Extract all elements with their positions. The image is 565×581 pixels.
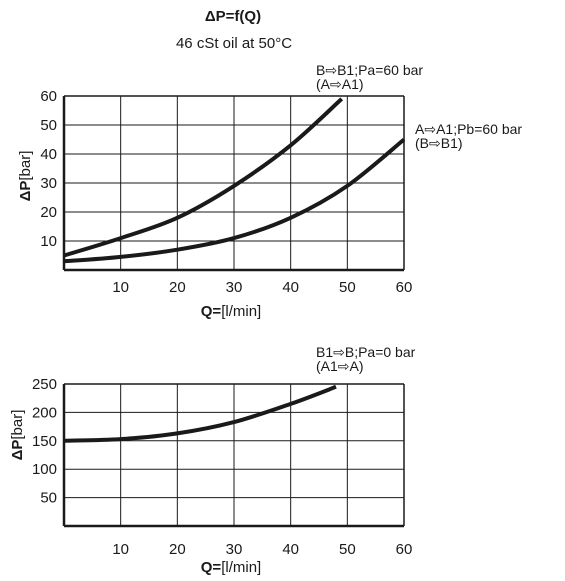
y-tick-label: 10	[40, 233, 57, 250]
chart1-series-1-label-line2: (A⇨A1)	[316, 76, 364, 92]
x-tick-label: 20	[169, 541, 186, 558]
x-tick-label: 60	[396, 279, 413, 296]
chart1-axes	[62, 95, 405, 272]
chart2-axes	[62, 383, 405, 528]
chart2-series-1-label-line1: B1⇨B;Pa=0 bar	[316, 344, 416, 360]
x-tick-label: 40	[282, 279, 299, 296]
x-tick-label: 10	[112, 279, 129, 296]
pressure-drop-chart-1: 10 20 30 40 50 60 10 20 30 40 50 60 Q=[l/min] ΔP[b…	[17, 62, 522, 320]
chart1-y-axis-label: ΔP[bar]	[17, 151, 34, 202]
y-tick-label: 250	[32, 376, 57, 393]
y-tick-label: 30	[40, 175, 57, 192]
chart1-series-2-label-line1: A⇨A1;Pb=60 bar	[415, 121, 522, 137]
y-tick-label: 60	[40, 88, 57, 105]
x-tick-label: 60	[396, 541, 413, 558]
y-tick-label: 40	[40, 146, 57, 163]
chart-subtitle: 46 cSt oil at 50°C	[176, 35, 292, 52]
chart2-series-1-label-line2: (A1⇨A)	[316, 358, 364, 374]
chart1-series	[63, 97, 406, 264]
y-tick-label: 200	[32, 404, 57, 421]
chart2-grid	[64, 384, 404, 526]
x-tick-label: 40	[282, 541, 299, 558]
chart2-series	[63, 384, 337, 443]
series-line-1	[63, 384, 337, 443]
chart1-x-ticks: 10 20 30 40 50 60	[112, 279, 412, 296]
chart2-x-axis-label: Q=[l/min]	[201, 559, 261, 576]
pressure-drop-chart-2: 50 100 150 200 250 10 20 30 40 50 60 Q=[l/min] ΔP…	[9, 344, 416, 576]
chart2-x-ticks: 10 20 30 40 50 60	[112, 541, 412, 558]
x-tick-label: 50	[339, 541, 356, 558]
chart2-y-axis-label: ΔP[bar]	[9, 410, 26, 461]
y-tick-label: 20	[40, 204, 57, 221]
y-tick-label: 50	[40, 490, 57, 507]
x-tick-label: 30	[226, 279, 243, 296]
chart-title: ΔP=f(Q)	[205, 8, 261, 25]
x-tick-label: 30	[226, 541, 243, 558]
y-tick-label: 100	[32, 461, 57, 478]
chart2-y-ticks: 50 100 150 200 250	[32, 376, 57, 507]
x-tick-label: 50	[339, 279, 356, 296]
series-line-1	[63, 97, 344, 258]
series-line-2	[63, 137, 406, 264]
chart1-series-2-label-line2: (B⇨B1)	[415, 135, 463, 151]
y-tick-label: 150	[32, 433, 57, 450]
chart1-series-1-label-line1: B⇨B1;Pa=60 bar	[316, 62, 423, 78]
y-tick-label: 50	[40, 117, 57, 134]
x-tick-label: 10	[112, 541, 129, 558]
x-tick-label: 20	[169, 279, 186, 296]
chart1-grid	[64, 96, 404, 270]
chart1-x-axis-label: Q=[l/min]	[201, 303, 261, 320]
chart1-y-ticks: 10 20 30 40 50 60	[40, 88, 57, 250]
